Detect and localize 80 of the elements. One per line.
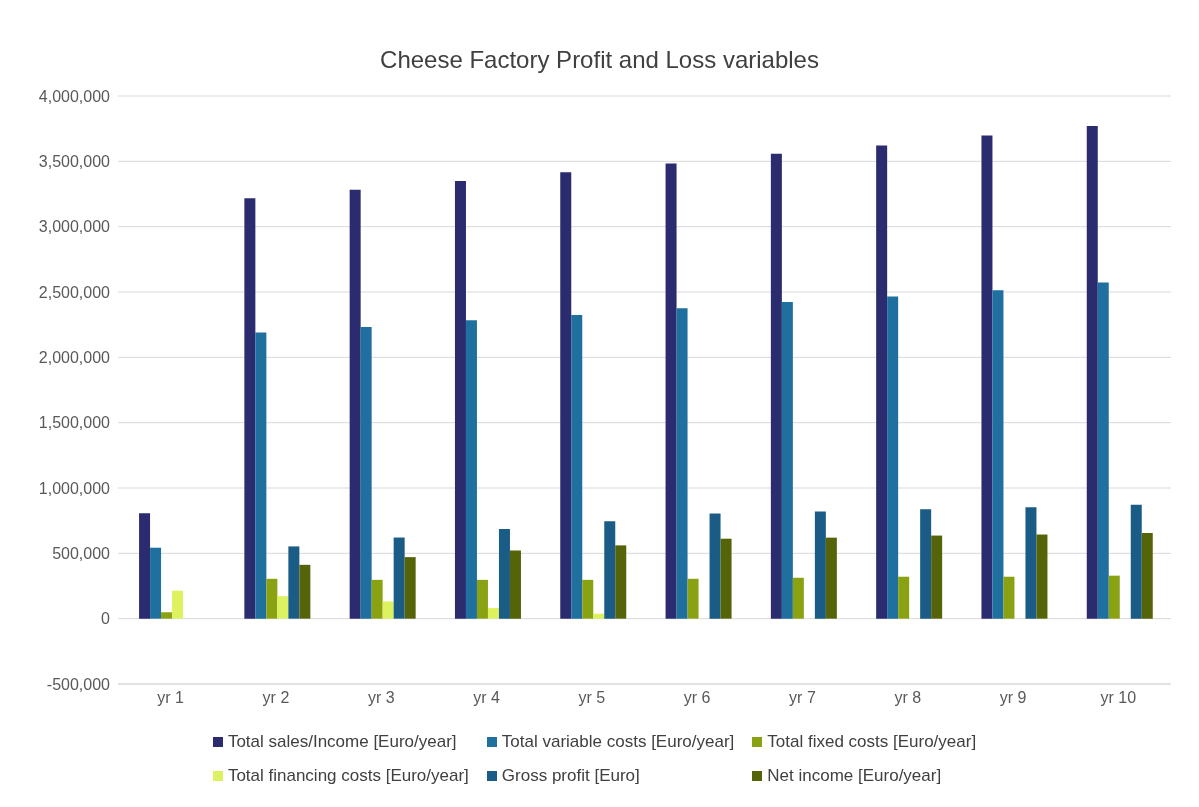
- legend-label: Total variable costs [Euro/year]: [501, 732, 735, 752]
- bar: [1130, 504, 1142, 619]
- bar: [509, 550, 521, 619]
- bar: [1003, 576, 1015, 619]
- bar: [593, 613, 605, 619]
- bar: [288, 546, 300, 619]
- bar: [931, 535, 943, 619]
- legend-label: Total financing costs [Euro/year]: [227, 766, 469, 786]
- x-tick-label: yr 3: [367, 689, 395, 707]
- bar: [465, 320, 477, 619]
- bar: [404, 557, 416, 619]
- bar: [792, 577, 804, 619]
- bar: [1108, 575, 1120, 619]
- bar: [139, 513, 151, 619]
- bar: [604, 521, 616, 619]
- bar: [1086, 125, 1098, 619]
- bar: [709, 513, 721, 619]
- y-tick-label: 4,000,000: [38, 87, 111, 105]
- bar: [560, 172, 572, 619]
- bar: [981, 135, 993, 619]
- bar: [1025, 507, 1037, 619]
- bar: [665, 163, 677, 619]
- bar: [1141, 533, 1153, 619]
- y-tick-label: 0: [101, 610, 111, 628]
- y-tick-label: 500,000: [52, 545, 111, 563]
- bar: [1036, 534, 1048, 619]
- x-tick-label: yr 1: [157, 689, 185, 707]
- bar: [720, 538, 732, 619]
- bar: [898, 576, 910, 619]
- bar: [571, 315, 583, 619]
- bar: [582, 579, 594, 619]
- bar: [393, 537, 405, 619]
- x-tick-label: yr 4: [473, 689, 500, 707]
- bar: [770, 153, 782, 619]
- legend-label: Total fixed costs [Euro/year]: [767, 732, 977, 752]
- x-tick-label: yr 10: [1100, 689, 1137, 707]
- x-tick-label: yr 5: [578, 689, 606, 707]
- bar: [615, 545, 627, 619]
- bar: [887, 296, 899, 619]
- bar: [825, 537, 837, 619]
- bar: [476, 579, 488, 619]
- y-tick-label: 1,500,000: [38, 414, 111, 432]
- bar: [172, 590, 184, 619]
- bar: [454, 181, 466, 619]
- bar: [1097, 282, 1109, 619]
- bar: [920, 509, 932, 619]
- y-tick-label: 2,000,000: [38, 349, 111, 367]
- bar: [150, 547, 162, 619]
- chart-title: Cheese Factory Profit and Loss variables: [379, 45, 820, 75]
- x-tick-label: yr 9: [999, 689, 1027, 707]
- x-tick-label: yr 8: [894, 689, 922, 707]
- bar: [687, 578, 699, 619]
- bar: [781, 302, 793, 619]
- y-tick-label: -500,000: [46, 675, 111, 693]
- bar: [266, 578, 278, 619]
- bar: [992, 290, 1004, 619]
- y-tick-label: 1,000,000: [38, 479, 111, 497]
- bar: [676, 308, 688, 619]
- bar: [277, 596, 289, 619]
- bar: [360, 326, 372, 619]
- bar: [487, 608, 499, 619]
- bar: [299, 564, 311, 619]
- bar: [161, 612, 173, 619]
- bar: [382, 601, 394, 619]
- y-tick-label: 3,000,000: [38, 218, 111, 236]
- x-tick-label: yr 2: [262, 689, 290, 707]
- bar: [814, 511, 826, 619]
- legend-label: Net income [Euro/year]: [767, 766, 942, 786]
- y-tick-label: 3,500,000: [38, 153, 111, 171]
- x-tick-label: yr 6: [683, 689, 711, 707]
- bar: [255, 332, 267, 619]
- bar: [876, 145, 888, 619]
- bar: [498, 528, 510, 619]
- legend-label: Gross profit [Euro]: [501, 766, 640, 786]
- legend-label: Total sales/Income [Euro/year]: [227, 732, 457, 752]
- bar: [244, 198, 256, 619]
- bar: [371, 579, 383, 619]
- y-tick-label: 2,500,000: [38, 283, 111, 301]
- x-tick-label: yr 7: [789, 689, 816, 707]
- bar: [349, 189, 361, 619]
